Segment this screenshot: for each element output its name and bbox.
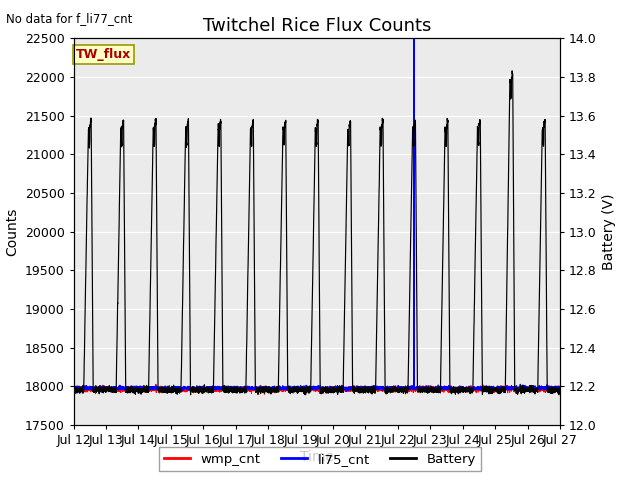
Title: Twitchel Rice Flux Counts: Twitchel Rice Flux Counts — [203, 17, 431, 36]
Text: TW_flux: TW_flux — [76, 48, 131, 61]
Text: No data for f_li77_cnt: No data for f_li77_cnt — [6, 12, 132, 25]
Y-axis label: Counts: Counts — [5, 207, 19, 256]
Y-axis label: Battery (V): Battery (V) — [602, 193, 616, 270]
X-axis label: Time: Time — [300, 450, 334, 464]
Legend: wmp_cnt, li75_cnt, Battery: wmp_cnt, li75_cnt, Battery — [159, 447, 481, 471]
